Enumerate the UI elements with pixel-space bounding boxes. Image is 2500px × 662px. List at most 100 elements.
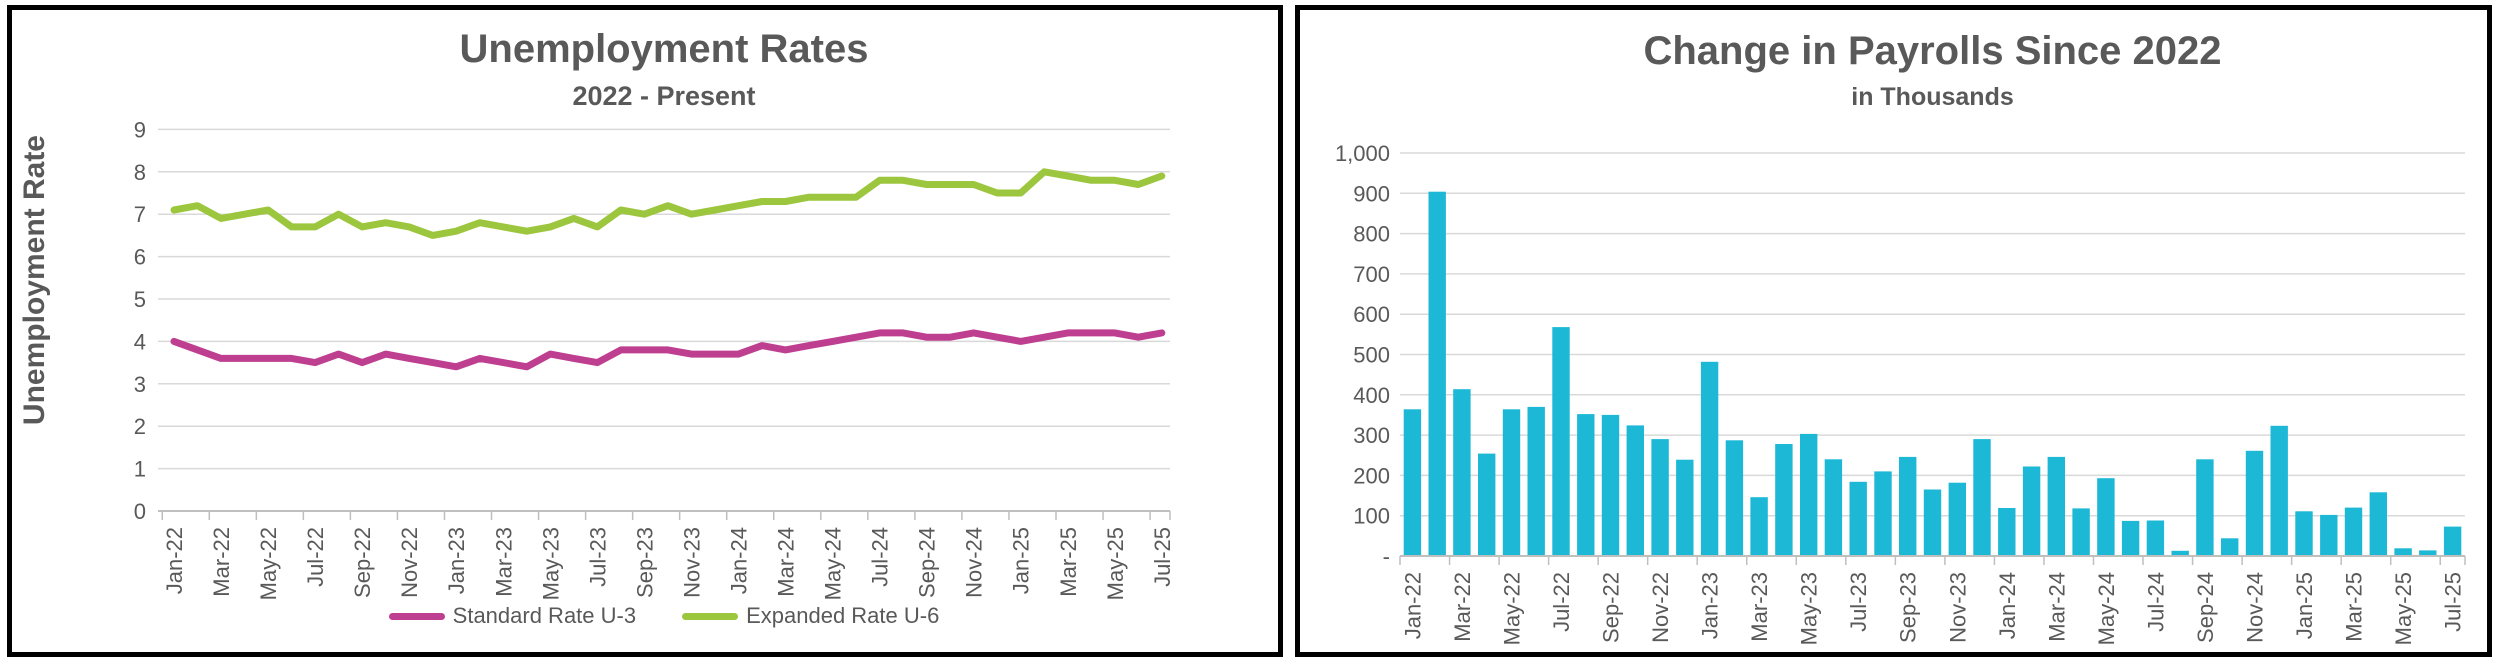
x-tick-label: Jul-23 bbox=[1846, 572, 1871, 632]
bar bbox=[1453, 389, 1471, 556]
gridlines-group bbox=[158, 128, 1170, 470]
y-tick-label: 9 bbox=[134, 117, 146, 142]
y-tick-label: 7 bbox=[134, 202, 146, 227]
bar bbox=[1874, 471, 1892, 556]
bar bbox=[2369, 492, 2387, 556]
bar bbox=[1800, 433, 1818, 556]
x-tick-label: Jul-24 bbox=[868, 527, 893, 587]
x-tick-label: May-24 bbox=[2094, 572, 2119, 645]
x-tick-label: Nov-22 bbox=[1648, 572, 1673, 643]
x-tick-label: Nov-24 bbox=[962, 527, 987, 598]
y-tick-label: 1,000 bbox=[1335, 141, 1390, 166]
x-axis-labels: Jan-22 Mar-22 May-22 Jul-22 Sep-22 Nov-22 Jan-… bbox=[1400, 572, 2465, 645]
y-tick-label: 6 bbox=[134, 245, 146, 270]
x-tick-label: Sep-22 bbox=[350, 527, 375, 598]
bar bbox=[1973, 439, 1991, 556]
x-axis-labels: Jan-22 Mar-22 May-22 Jul-22 Sep-22 Nov-22 Jan-… bbox=[162, 527, 1175, 600]
bar bbox=[1899, 456, 1917, 556]
u3-series-line bbox=[170, 329, 1166, 371]
x-tick-label: Jul-25 bbox=[2441, 572, 2466, 632]
y-tick-label: 1 bbox=[134, 457, 146, 482]
x-tick-label: Mar-25 bbox=[1056, 527, 1081, 597]
x-tick-label: Nov-23 bbox=[1945, 572, 1970, 643]
x-tick-label: May-24 bbox=[821, 527, 846, 600]
bar bbox=[2295, 511, 2313, 556]
bar bbox=[1998, 508, 2016, 556]
y-tick-label: 200 bbox=[1353, 463, 1390, 488]
x-tick-label: May-25 bbox=[1103, 527, 1128, 600]
bar bbox=[1403, 409, 1422, 556]
legend-label: Standard Rate U-3 bbox=[452, 603, 637, 628]
bar bbox=[2419, 550, 2437, 556]
bars-group bbox=[1403, 191, 2462, 556]
x-tick-label: Mar-23 bbox=[491, 527, 516, 597]
bar bbox=[1750, 497, 1768, 556]
y-tick-label: 600 bbox=[1353, 302, 1390, 327]
bar bbox=[2394, 548, 2412, 556]
y-tick-label: - bbox=[1383, 544, 1390, 569]
bar bbox=[1527, 406, 1545, 556]
bar bbox=[2443, 526, 2462, 556]
y-tick-label: 400 bbox=[1353, 383, 1390, 408]
y-tick-label: 0 bbox=[134, 499, 146, 524]
x-tick-label: Sep-22 bbox=[1599, 572, 1624, 643]
y-tick-label: 300 bbox=[1353, 423, 1390, 448]
x-tick-label: Sep-23 bbox=[1896, 572, 1921, 643]
bar bbox=[2121, 520, 2140, 556]
bar bbox=[1552, 327, 1570, 556]
bar bbox=[1849, 481, 1867, 556]
bar bbox=[1651, 439, 1669, 556]
bar bbox=[2245, 450, 2264, 556]
y-axis-labels: 0 1 2 3 4 5 6 7 8 9 bbox=[134, 117, 146, 524]
unemployment-rates-chart-panel: Unemployment Rates 2022 - Present Unempl… bbox=[7, 5, 1283, 657]
legend-line-swatch bbox=[682, 612, 739, 620]
bar bbox=[2196, 459, 2214, 556]
bar bbox=[2221, 538, 2239, 556]
bar bbox=[2047, 456, 2065, 556]
y-axis-labels: - 100 200 300 400 500 600 700 800 900 1,000 bbox=[1335, 141, 1390, 569]
bar bbox=[2072, 508, 2090, 556]
x-tick-label: Sep-23 bbox=[632, 527, 657, 598]
legend-line-swatch bbox=[388, 612, 445, 620]
x-tick-label: Nov-24 bbox=[2242, 572, 2267, 643]
bar bbox=[1700, 361, 1719, 556]
x-tick-label: Mar-24 bbox=[774, 527, 799, 597]
bar bbox=[1601, 414, 1620, 556]
y-tick-label: 4 bbox=[134, 329, 146, 354]
bar bbox=[1923, 489, 1942, 556]
x-tick-label: Jul-22 bbox=[303, 527, 328, 587]
bar bbox=[2344, 507, 2363, 556]
bar bbox=[1948, 482, 1966, 556]
x-tick-label: Mar-25 bbox=[2342, 572, 2367, 642]
bar bbox=[2097, 478, 2115, 556]
x-tick-label: Jul-25 bbox=[1150, 527, 1175, 587]
x-tick-label: Jan-25 bbox=[1009, 527, 1034, 594]
bar bbox=[1626, 425, 1644, 556]
bar bbox=[2022, 466, 2041, 556]
bar bbox=[1478, 453, 1496, 556]
y-tick-label: 500 bbox=[1353, 343, 1390, 368]
bar bbox=[1725, 440, 1744, 556]
y-tick-label: 100 bbox=[1353, 504, 1390, 529]
x-tick-label: May-23 bbox=[538, 527, 563, 600]
y-tick-label: 900 bbox=[1353, 181, 1390, 206]
line-chart-svg: 0 1 2 3 4 5 6 7 8 9 Jan-22 Mar-22 May-22 Jul-22 Sep-22… bbox=[134, 117, 1175, 600]
x-tick-label: Sep-24 bbox=[2193, 572, 2218, 643]
line-chart-title: Unemployment Rates bbox=[459, 27, 869, 71]
x-tick-label: May-23 bbox=[1797, 572, 1822, 645]
x-tick-label: Jan-22 bbox=[162, 527, 187, 594]
x-axis-ticks bbox=[161, 511, 1171, 520]
x-tick-label: Mar-24 bbox=[2044, 572, 2069, 642]
x-tick-label: Mar-22 bbox=[1450, 572, 1475, 642]
bar-chart-title: Change in Payrolls Since 2022 bbox=[1643, 29, 2222, 73]
bar-chart-svg: - 100 200 300 400 500 600 700 800 900 1,000 Jan-22 M… bbox=[1335, 141, 2466, 645]
bar bbox=[1676, 459, 1694, 556]
x-tick-label: Sep-24 bbox=[915, 527, 940, 598]
line-chart-legend: Standard Rate U-3 Expanded Rate U-6 bbox=[158, 603, 1170, 629]
y-tick-label: 3 bbox=[134, 372, 146, 397]
y-tick-label: 700 bbox=[1353, 262, 1390, 287]
bar bbox=[2320, 514, 2338, 556]
x-tick-label: Jan-24 bbox=[1995, 572, 2020, 639]
x-tick-label: May-25 bbox=[2391, 572, 2416, 645]
y-tick-label: 2 bbox=[134, 414, 146, 439]
